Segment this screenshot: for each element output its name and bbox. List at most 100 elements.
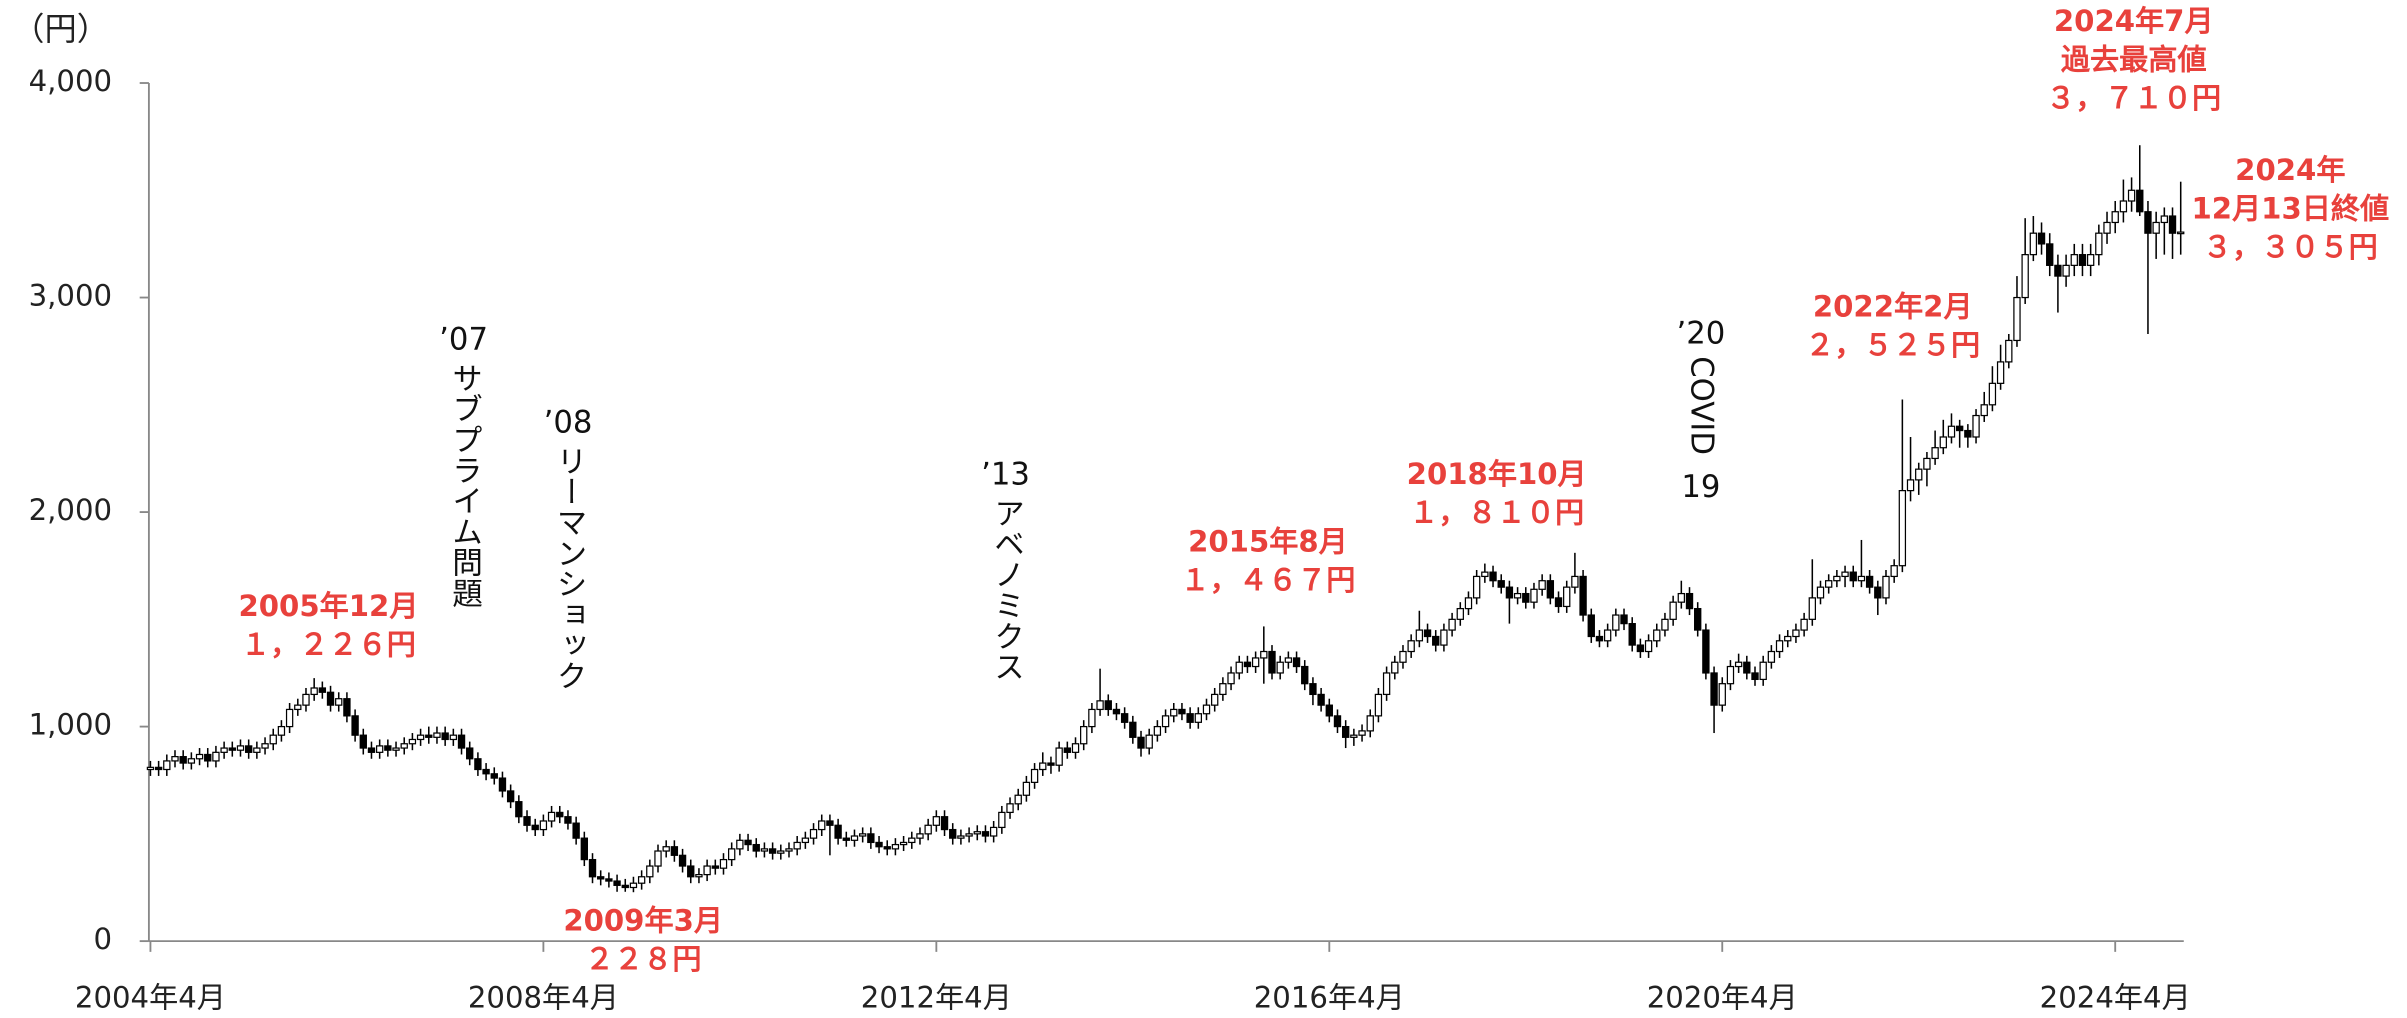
candle-body [1055,747,1063,766]
candle-body [466,747,474,760]
candle-body [1653,629,1661,642]
candle-body [1284,657,1293,663]
candle-body [1775,640,1784,653]
candle-body [1579,575,1587,616]
candle-body [842,837,850,841]
candle-body [719,858,728,869]
candle-body [1694,607,1702,631]
y-tick-label: 2,000 [29,493,112,527]
candle-body [629,882,638,889]
candle-body [457,734,466,749]
event-year: ’20 [1676,316,1725,351]
candle-body [1407,640,1415,653]
candle-body [1260,650,1268,659]
candle-body [326,691,335,706]
candle-body [1301,665,1309,685]
candle-body [375,745,384,753]
candle-body [957,835,965,839]
candle-body [949,828,957,839]
candle-body [146,766,155,771]
candle-body [1751,672,1759,681]
candle-body [1824,580,1833,588]
candle-body [1481,571,1489,578]
candle-body [2127,189,2136,202]
candle-body [556,811,564,818]
candle-body [1325,704,1333,717]
annotation: 2022年2月 [1813,290,1973,324]
candle-body [1096,700,1104,711]
candle-body [1718,683,1726,706]
event-label: COVID [1683,356,1718,455]
candle-body [294,704,302,711]
candle-body [1972,414,1980,438]
candle-body [605,878,613,882]
candle-body [212,751,220,762]
candle-body [1898,490,1907,567]
candle-body [1170,708,1178,717]
candle-body [1669,601,1677,620]
candle-body [1080,725,1088,745]
candle-body [2086,254,2095,266]
candle-body [1865,575,1874,588]
candle-body [867,833,875,844]
candle-body [335,698,343,706]
candle-body [1309,683,1317,696]
candle-body [1186,713,1194,723]
candle-body [474,758,482,771]
candle-body [400,743,408,749]
candle-body [588,858,597,878]
candle-body [1006,803,1014,814]
candle-body [1964,429,1972,438]
candle-body [695,874,703,878]
candle-body [1194,713,1203,723]
candle-body [1603,629,1612,642]
candle-body [703,865,711,876]
candle-body [539,820,548,831]
candle-body [1743,661,1751,674]
candle-body [2046,243,2054,266]
candle-body [2136,189,2144,213]
candle-body [1988,382,1997,406]
candle-body [449,734,458,741]
candle-body [597,876,605,880]
annotation: ３，７１０円 [2046,81,2221,115]
candle-body [1399,650,1407,663]
annotation: ２２８円 [585,942,702,976]
candle-body [1202,704,1211,715]
candle-body [1816,586,1825,599]
candle-body [261,743,269,749]
candle-body [1996,361,2005,384]
candle-body [1710,672,1718,706]
candle-body [1391,661,1399,674]
annotation: 12月13日終値 [2191,191,2389,225]
candle-body [408,738,417,745]
event-suffix: 19 [1681,470,1720,505]
candle-body [2021,254,2029,299]
candle-body [1636,644,1645,653]
candle-body [637,876,646,884]
y-tick-label: 3,000 [29,279,112,313]
candle-body [1563,586,1571,608]
candle-body [752,843,760,852]
candle-body [1333,715,1342,728]
candle-body [1423,629,1432,638]
candle-body [1571,575,1579,588]
candle-body [1923,457,1931,470]
candle-body [1939,436,1947,449]
annotation: ３，３０５円 [2203,230,2378,264]
candle-body [1612,614,1620,631]
candle-body [1374,693,1383,717]
candle-body [163,760,171,771]
candle-body [1456,607,1464,620]
candle-body [2152,221,2160,234]
annotation: １，４６７円 [1181,563,1356,597]
candle-body [220,747,228,753]
candle-body [2095,232,2103,256]
candle-body [2062,264,2070,277]
x-tick-label: 2004年4月 [75,980,226,1014]
candle-body [891,843,900,850]
candle-body [1538,580,1546,590]
annotation: 2024年7月 [2054,4,2214,38]
candle-body [1833,575,1841,582]
